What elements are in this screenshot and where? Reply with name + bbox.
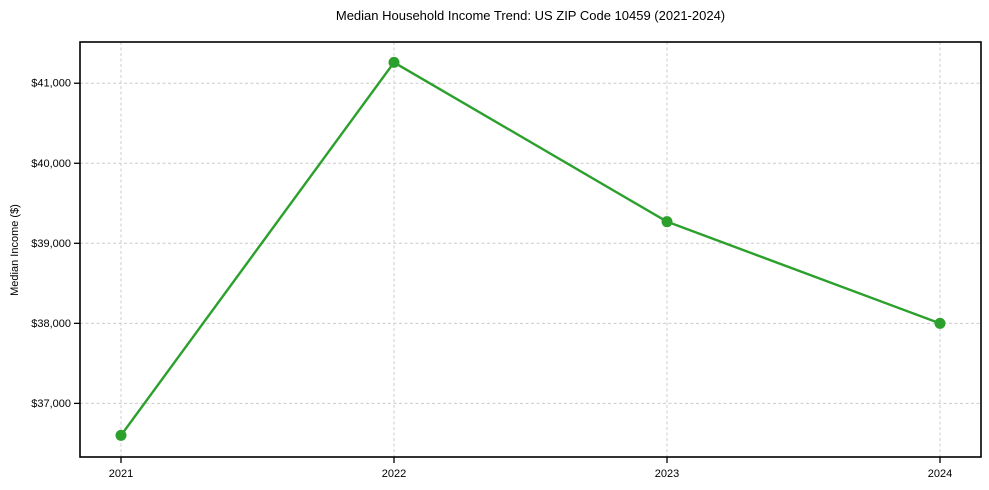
data-line xyxy=(119,61,942,437)
x-tick-label: 2022 xyxy=(382,468,406,480)
y-tick-label: $38,000 xyxy=(31,318,71,330)
chart-title: Median Household Income Trend: US ZIP Co… xyxy=(335,8,726,23)
x-tick-label: 2023 xyxy=(655,468,679,480)
x-tick-label: 2021 xyxy=(109,468,133,480)
data-point-marker xyxy=(115,429,127,441)
x-tick-label: 2024 xyxy=(928,468,952,480)
axis-frame xyxy=(79,41,982,458)
y-tick-label: $37,000 xyxy=(31,398,71,410)
y-tick-label: $41,000 xyxy=(31,78,71,90)
data-point-marker xyxy=(661,216,673,228)
data-point-marker xyxy=(388,56,400,68)
data-point-marker xyxy=(934,317,946,329)
y-axis-label: Median Income ($) xyxy=(9,204,21,296)
y-tick-label: $39,000 xyxy=(31,238,71,250)
y-tick-label: $40,000 xyxy=(31,158,71,170)
